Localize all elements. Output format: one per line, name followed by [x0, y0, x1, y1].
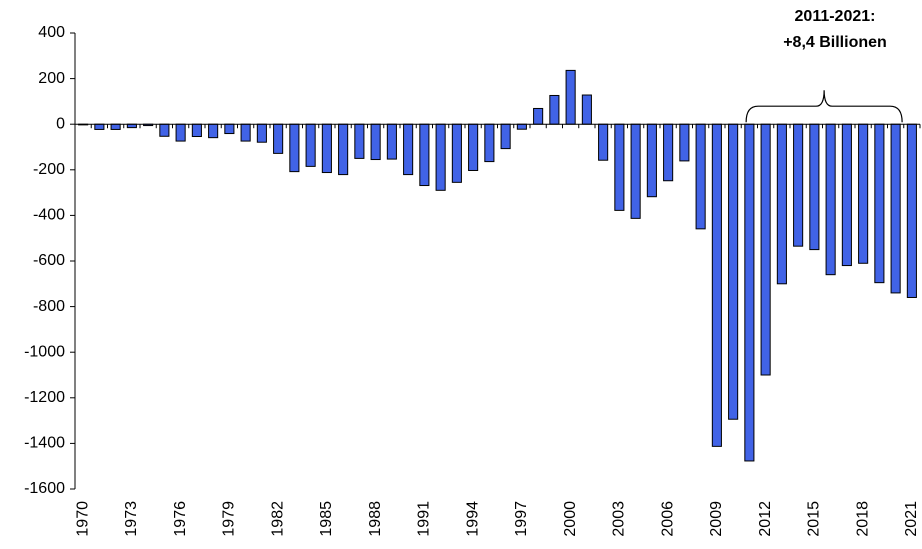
- x-tick-label: 2003: [611, 501, 628, 537]
- bar: [94, 123, 105, 130]
- x-tick-label: 1997: [513, 501, 530, 537]
- bar: [500, 123, 511, 150]
- y-tick-label: -800: [33, 298, 65, 315]
- y-tick-label: -1200: [24, 389, 65, 406]
- x-tick-label: 1976: [172, 501, 189, 537]
- bar: [403, 123, 414, 176]
- x-tick-label: 2006: [659, 501, 676, 537]
- bar: [110, 123, 121, 130]
- bar: [906, 123, 917, 298]
- bar: [581, 94, 592, 125]
- x-tick-label: 1988: [367, 501, 384, 537]
- x-tick-label: 1973: [123, 501, 140, 537]
- bar: [630, 123, 641, 219]
- bar: [208, 123, 219, 139]
- x-tick-label: 2021: [903, 501, 920, 537]
- x-tick-label: 1991: [416, 501, 433, 537]
- y-tick-label: -1400: [24, 435, 65, 452]
- bar: [240, 123, 251, 142]
- bar: [598, 123, 609, 161]
- bar: [565, 69, 576, 125]
- bar: [175, 123, 186, 142]
- x-tick-label: 1979: [221, 501, 238, 537]
- bar: [305, 123, 316, 167]
- bar: [533, 107, 544, 125]
- x-tick-label: 2018: [854, 501, 871, 537]
- annotation: +8,4 Billionen: [783, 34, 887, 51]
- y-tick-label: 400: [38, 24, 65, 41]
- x-tick-label: 1985: [318, 501, 335, 537]
- bar: [744, 123, 755, 462]
- bar: [159, 123, 170, 137]
- bar: [711, 123, 722, 447]
- y-tick-label: 0: [56, 115, 65, 132]
- x-tick-label: 2009: [708, 501, 725, 537]
- x-tick-label: 2015: [806, 501, 823, 537]
- bar: [809, 123, 820, 251]
- bar: [695, 123, 706, 230]
- x-tick-label: 2012: [757, 501, 774, 537]
- bar: [419, 123, 430, 187]
- bar: [776, 123, 787, 285]
- bar: [549, 94, 560, 125]
- bar: [825, 123, 836, 276]
- bar: [126, 123, 137, 129]
- bar: [256, 123, 267, 143]
- bar: [435, 123, 446, 191]
- bar: [516, 123, 527, 130]
- y-tick-label: -1600: [24, 480, 65, 497]
- bar: [370, 123, 381, 161]
- bar: [663, 123, 674, 182]
- bar: [191, 123, 202, 138]
- bar: [224, 123, 235, 135]
- bar: [338, 123, 349, 176]
- bar: [321, 123, 332, 174]
- y-tick-label: -200: [33, 161, 65, 178]
- annotation: 2011-2021:: [795, 8, 876, 25]
- y-tick-label: -1000: [24, 343, 65, 360]
- bar: [760, 123, 771, 376]
- y-tick-label: 200: [38, 70, 65, 87]
- bar: [484, 123, 495, 163]
- bar: [386, 123, 397, 160]
- bar: [874, 123, 885, 284]
- bar: [614, 123, 625, 211]
- bar: [841, 123, 852, 267]
- bar: [890, 123, 901, 294]
- bar: [679, 123, 690, 162]
- x-tick-label: 1994: [464, 501, 481, 537]
- bar: [646, 123, 657, 198]
- x-tick-label: 1970: [74, 501, 91, 537]
- bar: [354, 123, 365, 159]
- x-tick-label: 1982: [269, 501, 286, 537]
- y-tick-label: -400: [33, 207, 65, 224]
- brace: [745, 90, 903, 123]
- bar: [289, 123, 300, 173]
- bar: [468, 123, 479, 171]
- bar: [793, 123, 804, 247]
- y-tick-label: -600: [33, 252, 65, 269]
- bar: [728, 123, 739, 420]
- bar: [451, 123, 462, 183]
- bar: [273, 123, 284, 154]
- x-tick-label: 2000: [562, 501, 579, 537]
- bar: [858, 123, 869, 264]
